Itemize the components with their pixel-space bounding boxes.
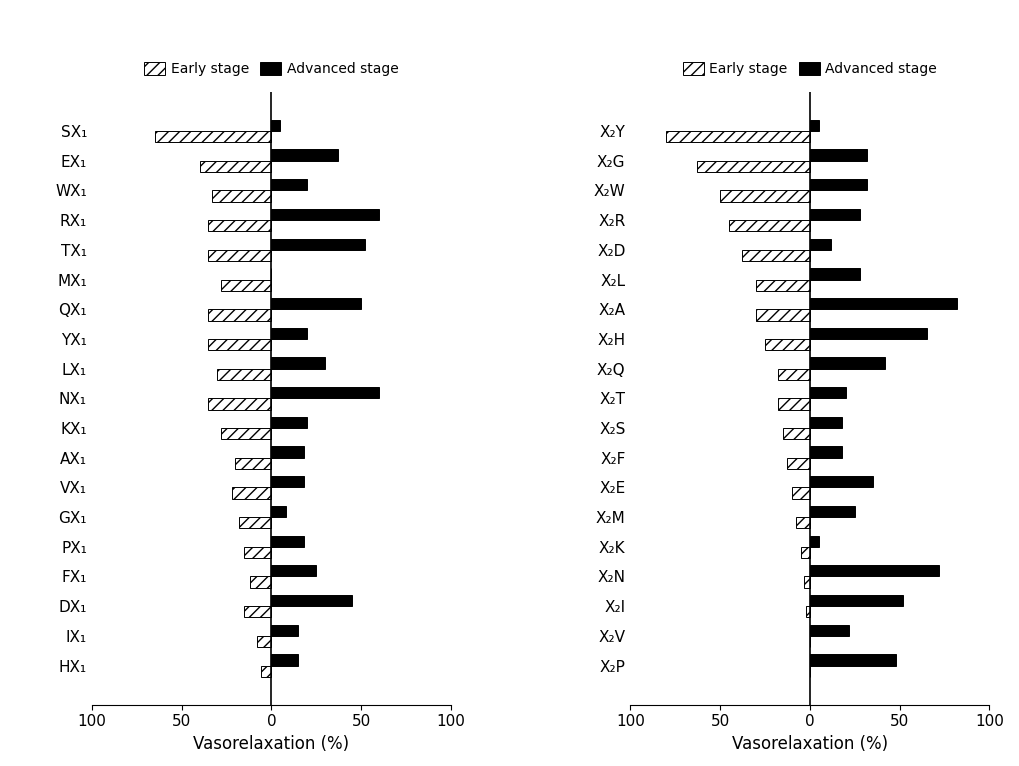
Bar xyxy=(208,250,271,261)
Bar xyxy=(271,358,325,368)
Bar xyxy=(217,368,271,380)
Bar xyxy=(805,606,809,617)
Bar xyxy=(245,547,271,558)
Bar xyxy=(800,547,809,558)
Bar xyxy=(741,250,809,261)
Bar xyxy=(271,149,337,161)
Bar xyxy=(809,535,818,547)
Bar xyxy=(212,191,271,201)
Bar xyxy=(271,417,307,428)
Bar xyxy=(271,565,316,577)
Bar xyxy=(200,161,271,172)
Bar xyxy=(208,309,271,320)
Bar xyxy=(786,458,809,469)
Bar xyxy=(809,417,842,428)
Bar xyxy=(809,268,859,280)
Bar xyxy=(665,131,809,142)
Bar xyxy=(271,387,379,398)
Bar xyxy=(235,458,271,469)
Bar xyxy=(271,535,304,547)
Bar xyxy=(696,161,809,172)
Bar xyxy=(271,654,298,666)
Bar xyxy=(729,220,809,231)
Bar xyxy=(221,428,271,439)
Bar xyxy=(271,209,379,220)
Bar xyxy=(271,506,285,517)
Bar xyxy=(231,487,271,499)
Bar xyxy=(809,565,938,577)
Bar xyxy=(809,654,895,666)
Bar xyxy=(795,517,809,529)
Bar xyxy=(809,506,854,517)
Bar xyxy=(809,328,925,339)
Bar xyxy=(809,358,884,368)
Bar xyxy=(776,368,809,380)
Bar xyxy=(809,595,903,606)
Bar xyxy=(257,636,271,647)
Bar xyxy=(250,577,271,588)
Bar xyxy=(809,238,830,250)
Bar xyxy=(809,476,872,487)
Bar xyxy=(271,328,307,339)
Bar xyxy=(271,476,304,487)
Bar xyxy=(238,517,271,529)
Bar xyxy=(271,624,298,636)
Bar xyxy=(809,447,842,458)
Bar xyxy=(755,309,809,320)
Bar xyxy=(208,398,271,410)
Bar xyxy=(208,220,271,231)
Bar xyxy=(260,666,271,677)
Bar xyxy=(809,387,845,398)
Bar xyxy=(783,428,809,439)
Bar xyxy=(776,398,809,410)
Bar xyxy=(764,339,809,350)
X-axis label: Vasorelaxation (%): Vasorelaxation (%) xyxy=(731,735,888,753)
Bar xyxy=(755,280,809,291)
Bar xyxy=(809,119,818,131)
Bar xyxy=(809,624,849,636)
Legend: Early stage, Advanced stage: Early stage, Advanced stage xyxy=(145,62,397,76)
Bar xyxy=(809,298,956,309)
Bar xyxy=(271,179,307,191)
Bar xyxy=(271,298,361,309)
Bar xyxy=(155,131,271,142)
Bar xyxy=(719,191,809,201)
Bar xyxy=(221,280,271,291)
Bar xyxy=(271,238,365,250)
Bar xyxy=(271,447,304,458)
Bar xyxy=(271,595,352,606)
Bar xyxy=(809,209,859,220)
Bar xyxy=(208,339,271,350)
Bar xyxy=(809,149,866,161)
Bar xyxy=(245,606,271,617)
X-axis label: Vasorelaxation (%): Vasorelaxation (%) xyxy=(193,735,350,753)
Bar xyxy=(791,487,809,499)
Bar xyxy=(271,119,280,131)
Bar xyxy=(809,179,866,191)
Bar xyxy=(804,577,809,588)
Legend: Early stage, Advanced stage: Early stage, Advanced stage xyxy=(683,62,935,76)
